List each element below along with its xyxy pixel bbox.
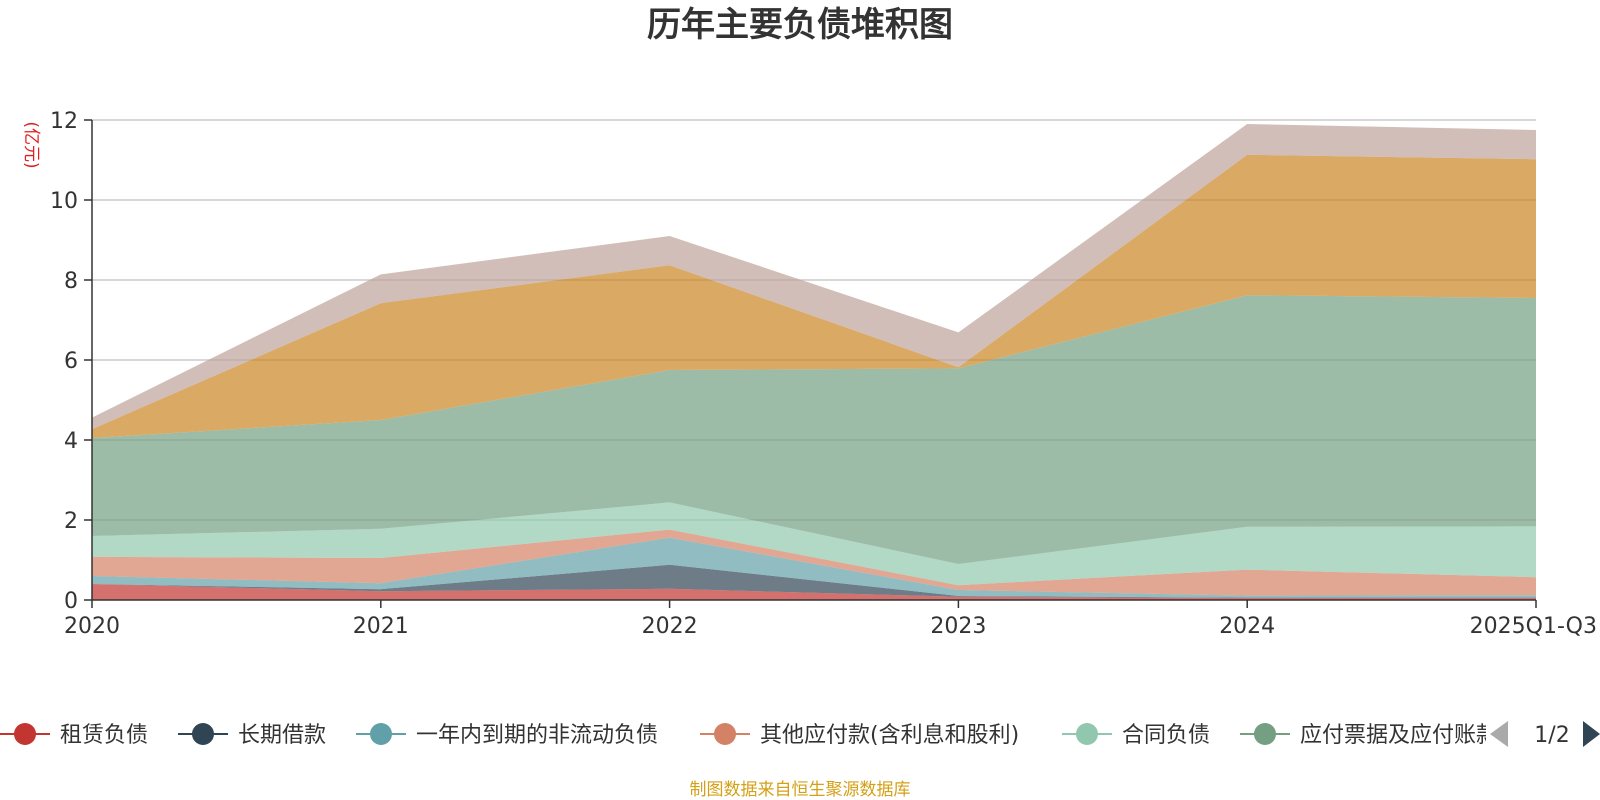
legend-marker [714,723,736,745]
legend-label: 合同负债 [1122,723,1210,748]
data-source-note: 制图数据来自恒生聚源数据库 [690,780,911,800]
y-axis-unit-label: (亿元) [21,121,41,168]
y-tick-label: 4 [64,429,78,454]
legend-marker [1076,723,1098,745]
legend-item[interactable]: 应付票据及应付账款 [1240,723,1498,748]
area-series-4 [92,502,1536,586]
legend-label: 一年内到期的非流动负债 [416,723,658,748]
x-tick-label: 2020 [64,614,120,639]
legend-label: 其他应付款(含利息和股利) [760,723,1019,748]
legend-label: 应付票据及应付账款 [1300,723,1498,748]
y-tick-label: 0 [64,589,78,614]
legend-item[interactable]: 长期借款 [178,723,326,748]
x-tick-label: 2025Q1-Q3 [1470,614,1597,639]
axes: 0 2 4 6 8 10 12 2020 2021 2022 2023 2024 2025Q1-Q3 [50,109,1597,639]
chart-title: 历年主要负债堆积图 [647,5,953,45]
legend-item[interactable]: 一年内到期的非流动负债 [356,723,658,748]
x-tick-label: 2023 [930,614,986,639]
y-tick-label: 8 [64,269,78,294]
area-series-7 [92,124,1536,430]
legend-page-indicator: 1/2 [1534,723,1569,748]
x-tick-label: 2024 [1219,614,1275,639]
legend: 租赁负债 长期借款 一年内到期的非流动负债 其他应付款(含利息和股利) 合同负债 应付票据… [0,712,1600,756]
area-series-3 [92,529,1536,596]
legend-marker [192,723,214,745]
legend-prev-page-icon[interactable] [1490,721,1508,747]
area-series-6 [92,154,1536,439]
x-tick-label: 2021 [353,614,409,639]
legend-marker [370,723,392,745]
y-tick-label: 12 [50,109,78,134]
legend-marker [1254,723,1276,745]
legend-item[interactable]: 租赁负债 [0,723,148,748]
area-series-2 [92,537,1536,598]
legend-marker [14,723,36,745]
legend-next-page-icon[interactable] [1583,721,1600,747]
area-series-0 [92,584,1536,600]
legend-item[interactable]: 其他应付款(含利息和股利) [700,723,1019,748]
area-series [92,124,1536,600]
legend-label: 长期借款 [238,723,326,748]
legend-label: 租赁负债 [60,723,148,748]
y-tick-label: 10 [50,189,78,214]
area-series-5 [92,295,1536,564]
y-tick-label: 2 [64,509,78,534]
y-tick-label: 6 [64,349,78,374]
legend-item[interactable]: 合同负债 [1062,723,1210,748]
x-tick-label: 2022 [642,614,698,639]
area-series-1 [92,564,1536,598]
